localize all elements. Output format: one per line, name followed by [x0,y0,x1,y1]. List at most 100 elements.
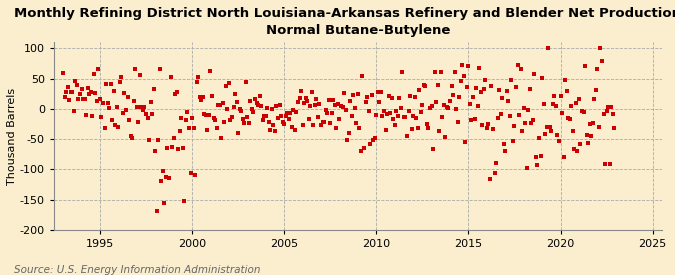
Point [583,141,593,145]
Point [514,112,524,117]
Point [492,116,503,120]
Point [480,78,491,82]
Point [273,116,284,120]
Point [598,112,609,116]
Point [291,110,302,114]
Point [451,106,462,111]
Point [534,136,545,141]
Point [197,95,208,100]
Point [432,83,443,87]
Point [509,124,520,128]
Point [285,111,296,115]
Point [265,128,276,132]
Point [204,113,215,117]
Point [371,112,381,117]
Point [238,117,248,121]
Point [385,111,396,116]
Point [117,110,128,115]
Point [110,123,121,128]
Point [581,132,592,137]
Point [244,121,254,126]
Point [415,110,426,115]
Point [428,147,439,151]
Point [510,85,521,89]
Point [458,74,469,78]
Point [503,99,514,104]
Point [469,117,480,122]
Point [188,126,199,130]
Point [194,95,205,100]
Point [491,161,502,165]
Point [180,118,191,122]
Point [140,112,151,117]
Point [544,125,555,130]
Point [219,120,230,124]
Point [557,111,568,116]
Point [597,59,608,63]
Point [580,64,591,68]
Point [74,92,85,96]
Point [576,109,587,113]
Point [572,149,583,153]
Point [521,166,532,170]
Point [271,104,282,108]
Point [389,123,400,128]
Point [121,108,132,112]
Point [275,114,286,118]
Point [213,103,223,107]
Point [322,111,333,115]
Point [547,102,558,106]
Point [70,79,81,83]
Point [348,92,358,97]
Point [65,90,76,94]
Point [167,145,178,149]
Point [535,153,546,158]
Point [495,112,506,117]
Point [78,97,88,101]
Point [274,102,285,107]
Point [609,126,620,130]
Point [470,86,481,90]
Point [286,125,297,129]
Point [362,94,373,99]
Point [464,102,475,106]
Point [339,91,350,96]
Point [176,116,187,120]
Point [417,103,428,107]
Point [460,139,470,144]
Point [207,94,217,98]
Point [506,78,517,82]
Point [337,105,348,109]
Point [540,131,551,136]
Point [412,126,423,130]
Point [184,126,194,130]
Point [280,113,291,118]
Point [163,176,174,181]
Point [128,98,139,103]
Point [335,104,346,108]
Point [73,97,84,101]
Point [603,105,614,109]
Point [179,199,190,204]
Point [601,109,612,113]
Point [328,98,339,102]
Point [566,103,576,108]
Point [434,129,445,133]
Point [449,70,460,74]
Point [282,111,293,115]
Point [148,87,159,91]
Point [174,129,185,133]
Point [109,89,119,93]
Point [440,134,451,139]
Point [448,93,458,97]
Point [508,139,518,143]
Point [405,94,416,98]
Point [457,63,468,67]
Point [537,75,547,80]
Point [563,116,574,121]
Point [599,162,610,166]
Point [93,66,104,71]
Point [439,103,450,108]
Point [329,103,340,107]
Point [456,79,466,83]
